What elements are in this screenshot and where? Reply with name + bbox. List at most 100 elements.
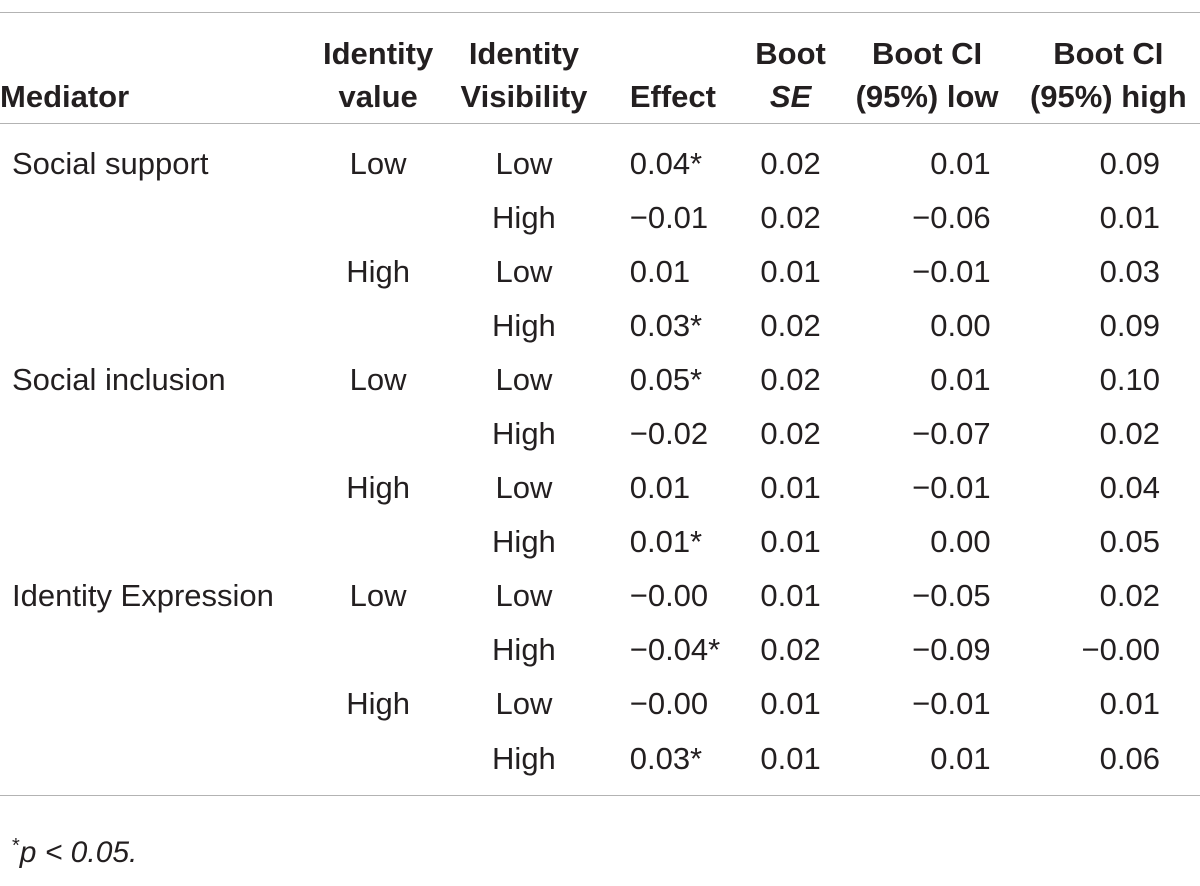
- cell-effect: 0.03*: [602, 298, 744, 352]
- cell-mediator: [0, 298, 310, 352]
- cell-identity-value: High: [346, 686, 410, 722]
- header-boot-ci-low-line2: (95%) low: [837, 69, 1017, 124]
- cell-boot-ci-low: 0.00: [930, 307, 991, 343]
- cell-identity-visibility: Low: [495, 145, 553, 181]
- header-row-bottom: Mediator value Visibility Effect SE (95%…: [0, 69, 1200, 124]
- cell-boot-ci-high: 0.01: [1099, 199, 1160, 235]
- cell-identity-value: [310, 515, 445, 569]
- cell-boot-se: 0.01: [760, 686, 821, 722]
- table-row: High Low 0.01 0.01 −0.01 0.04: [0, 461, 1200, 515]
- cell-boot-ci-low: −0.01: [912, 686, 991, 722]
- table-header: Identity Identity Boot Boot CI Boot CI M…: [0, 12, 1200, 124]
- cell-mediator: [0, 623, 310, 677]
- cell-identity-visibility: Low: [495, 253, 553, 289]
- cell-identity-visibility: Low: [495, 686, 553, 722]
- cell-boot-ci-low: −0.01: [912, 253, 991, 289]
- table-row: High −0.04* 0.02 −0.09 −0.00: [0, 623, 1200, 677]
- effect-value: 0.01*: [629, 524, 703, 560]
- table-row: High Low −0.00 0.01 −0.01 0.01: [0, 677, 1200, 731]
- cell-boot-se: 0.01: [760, 253, 821, 289]
- table-row: High −0.02 0.02 −0.07 0.02: [0, 406, 1200, 460]
- header-row-top: Identity Identity Boot Boot CI Boot CI: [0, 12, 1200, 69]
- cell-identity-visibility: High: [492, 307, 556, 343]
- header-effect-spacer: [602, 12, 744, 69]
- cell-effect: −0.00: [602, 677, 744, 731]
- table-body: Social support Low Low 0.04* 0.02 0.01 0.09 Hig…: [0, 124, 1200, 797]
- cell-boot-ci-high: 0.02: [1099, 416, 1160, 452]
- cell-boot-ci-high: −0.00: [1081, 632, 1160, 668]
- cell-effect: 0.05*: [602, 352, 744, 406]
- table-row: High −0.01 0.02 −0.06 0.01: [0, 190, 1200, 244]
- cell-boot-ci-low: −0.01: [912, 470, 991, 506]
- cell-boot-ci-high: 0.02: [1099, 578, 1160, 614]
- cell-identity-value: [310, 623, 445, 677]
- footnote: *p < 0.05.: [12, 836, 137, 868]
- table-row: Identity Expression Low Low −0.00 0.01 −0.05 0…: [0, 569, 1200, 623]
- cell-mediator: [0, 244, 310, 298]
- cell-mediator: [0, 190, 310, 244]
- cell-boot-ci-low: −0.07: [912, 416, 991, 452]
- header-identity-value-line1: Identity: [310, 12, 446, 69]
- cell-effect: 0.01*: [602, 515, 744, 569]
- cell-mediator: [0, 461, 310, 515]
- table-row: High 0.03* 0.02 0.00 0.09: [0, 298, 1200, 352]
- effect-value: 0.04*: [629, 145, 703, 181]
- cell-identity-visibility: High: [492, 199, 556, 235]
- cell-identity-value: [310, 406, 445, 460]
- header-mediator: Mediator: [0, 69, 311, 124]
- cell-identity-visibility: High: [445, 731, 603, 797]
- cell-boot-ci-high: 0.04: [1099, 470, 1160, 506]
- cell-boot-se: 0.01: [760, 524, 821, 560]
- cell-boot-ci-high: 0.01: [1099, 686, 1160, 722]
- effect-value: −0.00: [629, 686, 709, 722]
- header-mediator-spacer: [0, 12, 311, 69]
- table-row: High 0.03* 0.01 0.01 0.06: [0, 731, 1200, 797]
- header-identity-visibility-line1: Identity: [445, 12, 603, 69]
- effect-value: 0.03*: [629, 740, 703, 776]
- effect-value: −0.04*: [629, 632, 721, 668]
- effect-value: −0.02: [629, 416, 709, 452]
- cell-boot-ci-low: 0.00: [930, 524, 991, 560]
- cell-identity-visibility: Low: [495, 578, 553, 614]
- cell-mediator: [0, 677, 310, 731]
- effect-value: −0.01: [629, 199, 709, 235]
- cell-effect: 0.03*: [602, 731, 744, 797]
- header-boot-ci-low-line1: Boot CI: [837, 12, 1017, 69]
- cell-boot-se: 0.02: [760, 145, 821, 181]
- cell-boot-se: 0.01: [760, 470, 821, 506]
- cell-identity-value: High: [346, 470, 410, 506]
- effect-value: 0.01: [629, 470, 691, 506]
- cell-mediator: Social inclusion: [12, 361, 226, 397]
- effect-value: −0.00: [629, 578, 709, 614]
- cell-boot-ci-high: 0.09: [1099, 307, 1160, 343]
- cell-effect: −0.04*: [602, 623, 744, 677]
- cell-boot-ci-high: 0.03: [1099, 253, 1160, 289]
- cell-mediator: [0, 515, 310, 569]
- cell-identity-value: [310, 731, 446, 797]
- header-identity-visibility-line2: Visibility: [445, 69, 603, 124]
- cell-mediator: [0, 731, 311, 797]
- cell-boot-ci-low: −0.09: [912, 632, 991, 668]
- cell-boot-se: 0.01: [743, 731, 838, 797]
- cell-boot-ci-high: 0.06: [1016, 731, 1200, 797]
- table-row: High Low 0.01 0.01 −0.01 0.03: [0, 244, 1200, 298]
- cell-identity-visibility: Low: [495, 361, 553, 397]
- cell-boot-ci-low: 0.01: [930, 361, 991, 397]
- footnote-text: p < 0.05.: [19, 836, 138, 869]
- cell-mediator: [0, 406, 310, 460]
- cell-boot-ci-low: 0.01: [837, 731, 1017, 797]
- cell-effect: 0.04*: [602, 124, 744, 191]
- cell-mediator: Identity Expression: [12, 578, 274, 614]
- cell-identity-visibility: Low: [495, 470, 553, 506]
- cell-effect: −0.01: [602, 190, 744, 244]
- cell-boot-se: 0.02: [760, 307, 821, 343]
- cell-identity-value: [310, 190, 445, 244]
- cell-boot-se: 0.02: [760, 632, 821, 668]
- header-boot-se-line1: Boot: [743, 12, 838, 69]
- cell-boot-ci-high: 0.10: [1099, 361, 1160, 397]
- effect-value: 0.01: [629, 253, 691, 289]
- header-boot-ci-high-line1: Boot CI: [1016, 12, 1200, 69]
- cell-boot-se: 0.01: [760, 578, 821, 614]
- header-boot-se-line2: SE: [743, 69, 838, 124]
- cell-boot-se: 0.02: [760, 361, 821, 397]
